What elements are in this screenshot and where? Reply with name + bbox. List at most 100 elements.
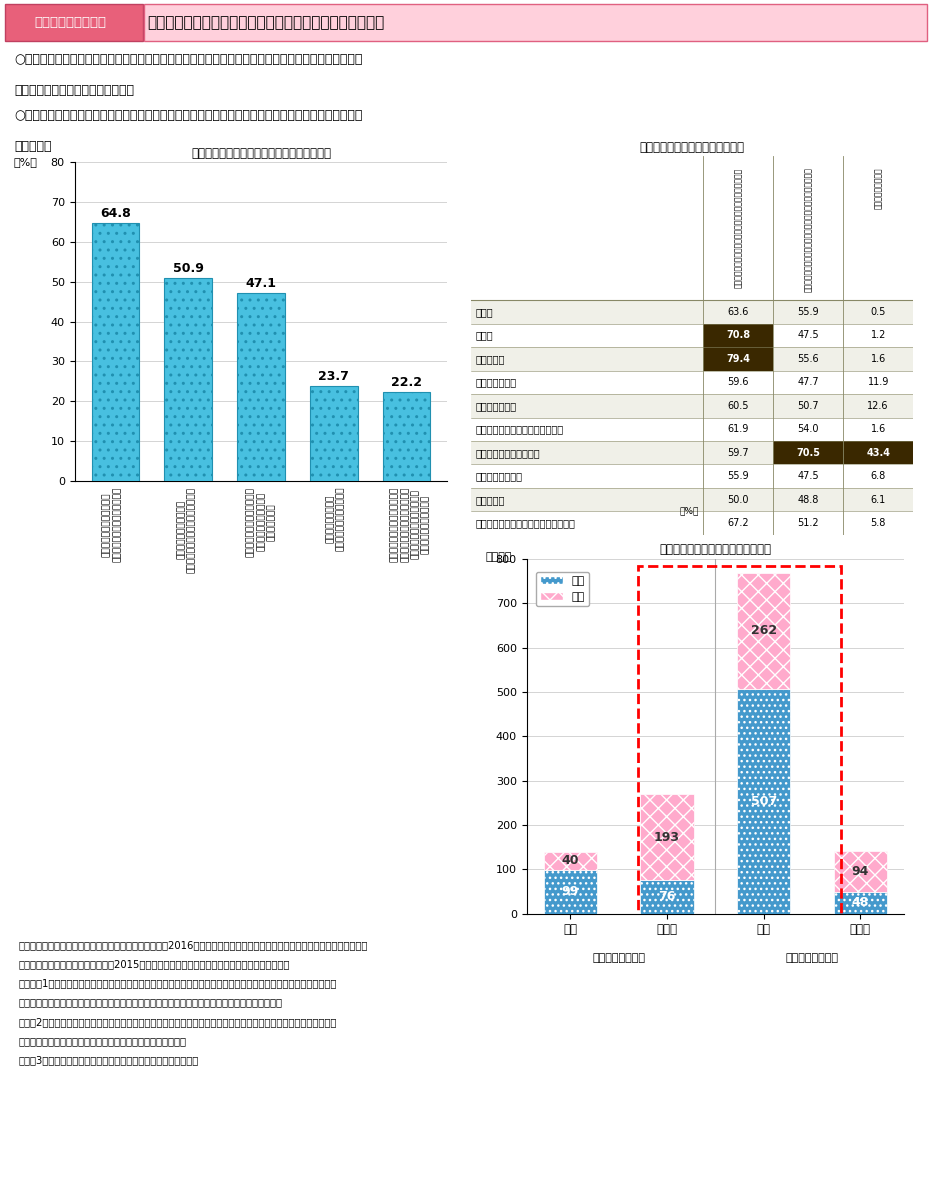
Text: 人員が不足しているから（一人当たりの業務量が多いから）: 人員が不足しているから（一人当たりの業務量が多いから） xyxy=(803,167,813,292)
Text: 業務の繁閑が激しいから、突発的な業務が生じやすいから: 業務の繁閑が激しいから、突発的な業務が生じやすいから xyxy=(733,167,743,287)
Bar xyxy=(640,795,693,880)
Bar xyxy=(471,394,913,417)
Text: 79.4: 79.4 xyxy=(726,353,750,364)
Text: 55.9: 55.9 xyxy=(727,471,749,481)
Text: 54.0: 54.0 xyxy=(797,424,818,434)
Legend: 男性, 女性: 男性, 女性 xyxy=(536,572,589,606)
Text: 99: 99 xyxy=(562,885,579,898)
Bar xyxy=(471,323,913,347)
Text: 情報通信業: 情報通信業 xyxy=(475,353,504,364)
Text: 時間数増加希望者: 時間数増加希望者 xyxy=(592,953,645,964)
Text: 宿泊業、飲食サービス業: 宿泊業、飲食サービス業 xyxy=(475,447,540,458)
Bar xyxy=(471,511,913,535)
Text: 55.9: 55.9 xyxy=(797,307,819,317)
Bar xyxy=(383,392,431,481)
Text: 業務の繁閑が激しいから、
突発的な業務が生じやすいから: 業務の繁閑が激しいから、 突発的な業務が生じやすいから xyxy=(103,487,121,563)
Text: 59.6: 59.6 xyxy=(727,377,748,387)
Bar xyxy=(471,488,913,511)
Text: 仕事の性質や顧客の都合上、
所定外でないとできない
仕事があるから: 仕事の性質や顧客の都合上、 所定外でないとできない 仕事があるから xyxy=(246,487,276,557)
Text: 50.9: 50.9 xyxy=(172,262,203,275)
Bar xyxy=(471,156,913,300)
Bar xyxy=(238,293,284,481)
Text: 76: 76 xyxy=(658,891,676,903)
Text: 資料出所　総務省統計局「労働力調査（詳細集計）」（2016年）、（独）労働政策研究・研修機構「労働時間管理と効率的な: 資料出所 総務省統計局「労働力調査（詳細集計）」（2016年）、（独）労働政策研… xyxy=(19,940,368,950)
Bar xyxy=(471,370,913,394)
Text: 時間数減少希望者: 時間数減少希望者 xyxy=(786,953,839,964)
Text: 3）右下図は、総数から非正規を除く就業者を正規とした。: 3）右下図は、総数から非正規を除く就業者を正規とした。 xyxy=(19,1055,199,1065)
Text: 学術研究、専門・技術サービス業: 学術研究、専門・技術サービス業 xyxy=(475,424,563,434)
Bar xyxy=(543,852,596,869)
Text: サービス業（他に分類されないもの）: サービス業（他に分類されないもの） xyxy=(475,518,575,528)
Text: 5.8: 5.8 xyxy=(870,518,885,528)
Text: 0.5: 0.5 xyxy=(870,307,885,317)
Text: 64.8: 64.8 xyxy=(100,207,130,220)
Text: 所定外労働の発生理由と雇用形態別就業時間増減希望状況: 所定外労働の発生理由と雇用形態別就業時間増減希望状況 xyxy=(147,14,385,30)
Bar xyxy=(737,689,790,914)
Text: （%）: （%） xyxy=(679,506,699,516)
Bar xyxy=(5,4,143,41)
Text: 47.7: 47.7 xyxy=(797,377,819,387)
Text: 262: 262 xyxy=(750,624,776,637)
Text: 仕事の進め方にムダがあるから
（急な方針変更や曖昧な指示、
プロセスの多い決裁手続き、
長時間におよぶ会議等）: 仕事の進め方にムダがあるから （急な方針変更や曖昧な指示、 プロセスの多い決裁手… xyxy=(390,487,431,563)
Bar xyxy=(91,222,139,481)
Text: 59.7: 59.7 xyxy=(727,447,749,458)
Text: 63.6: 63.6 xyxy=(727,307,748,317)
Bar xyxy=(737,572,790,689)
Bar xyxy=(834,851,887,892)
Bar xyxy=(703,347,773,370)
Text: 12.6: 12.6 xyxy=(868,400,889,411)
Text: 人員が不足しているから
（一人当たりの業務量が多いから）: 人員が不足しているから （一人当たりの業務量が多いから） xyxy=(177,487,196,573)
Text: 70.8: 70.8 xyxy=(726,331,750,340)
Text: ○　所定外労働の発生理由をみると、業務の繁閑が激しいことや人員の不足があげられているが、産業: ○ 所定外労働の発生理由をみると、業務の繁閑が激しいことや人員の不足があげられて… xyxy=(14,53,363,66)
Text: 47.5: 47.5 xyxy=(797,331,819,340)
Text: 6.1: 6.1 xyxy=(870,495,885,505)
Text: 組織間や従業員間の
業務配分にムラがあるから: 組織間や従業員間の 業務配分にムラがあるから xyxy=(326,487,345,552)
Text: 51.2: 51.2 xyxy=(797,518,819,528)
Text: 61.9: 61.9 xyxy=(727,424,748,434)
Text: 第３－（２）－８図: 第３－（２）－８図 xyxy=(34,16,107,29)
Text: 70.5: 70.5 xyxy=(796,447,820,458)
Text: 働き方に関する調査」（2015年）をもとに厚生労働省労働政策担当参事官室にて作成: 働き方に関する調査」（2015年）をもとに厚生労働省労働政策担当参事官室にて作成 xyxy=(19,959,290,969)
Text: 22.2: 22.2 xyxy=(391,376,422,389)
Bar xyxy=(703,323,773,347)
Bar xyxy=(164,278,212,481)
Bar xyxy=(471,300,913,323)
Text: ごとの特性により状況は異なる。: ごとの特性により状況は異なる。 xyxy=(14,84,134,97)
Text: 建設業: 建設業 xyxy=(475,307,493,317)
Text: 40: 40 xyxy=(562,855,579,868)
Bar xyxy=(471,347,913,370)
Text: 1.2: 1.2 xyxy=(870,331,885,340)
Text: 営業時間が長いから: 営業時間が長いから xyxy=(873,167,883,209)
Text: 1.6: 1.6 xyxy=(870,424,885,434)
Bar xyxy=(843,441,913,464)
Text: が高い。: が高い。 xyxy=(14,139,51,153)
Text: 55.6: 55.6 xyxy=(797,353,819,364)
Text: 43.4: 43.4 xyxy=(866,447,890,458)
Text: （万人）: （万人） xyxy=(486,552,512,561)
Title: 所定外労働の発生理由（産業別）: 所定外労働の発生理由（産業別） xyxy=(639,141,745,154)
Bar xyxy=(471,464,913,488)
Text: 47.1: 47.1 xyxy=(245,278,277,290)
Bar xyxy=(640,880,693,914)
Text: 製造業: 製造業 xyxy=(475,331,493,340)
Text: 193: 193 xyxy=(654,831,680,844)
Text: 60.5: 60.5 xyxy=(727,400,748,411)
Text: 48.8: 48.8 xyxy=(797,495,818,505)
Text: （注）　1）「所定外労働（残業）が発生するのは、どのような理由からだと思いますか」という質問に対して回答し: （注） 1）「所定外労働（残業）が発生するのは、どのような理由からだと思いますか… xyxy=(19,978,337,988)
Bar xyxy=(144,4,927,41)
Text: 48: 48 xyxy=(852,897,869,910)
Text: 2）右下図は、「仕事時間についての希望はありますか」との質問に対して、「今より増やしたい」「今より減: 2）右下図は、「仕事時間についての希望はありますか」との質問に対して、「今より増… xyxy=(19,1017,337,1027)
Bar xyxy=(638,566,841,916)
Title: 就業時間数増減希望（雇用形態別）: 就業時間数増減希望（雇用形態別） xyxy=(659,543,772,557)
Text: ○　正規の職員・従業員は就業時間の減少を、非正規の職員・従業員は就業時間の増加を希望する割合: ○ 正規の職員・従業員は就業時間の減少を、非正規の職員・従業員は就業時間の増加を… xyxy=(14,109,363,123)
Text: 507: 507 xyxy=(750,795,776,808)
Bar xyxy=(773,441,843,464)
Text: 運輸業、郵便業: 運輸業、郵便業 xyxy=(475,377,516,387)
Text: 6.8: 6.8 xyxy=(870,471,885,481)
Text: 医療、福祉: 医療、福祉 xyxy=(475,495,504,505)
Text: 23.7: 23.7 xyxy=(319,370,350,383)
Text: （%）: （%） xyxy=(14,157,38,167)
Text: 卸売業、小売業: 卸売業、小売業 xyxy=(475,400,516,411)
Bar xyxy=(834,892,887,914)
Bar xyxy=(471,441,913,464)
